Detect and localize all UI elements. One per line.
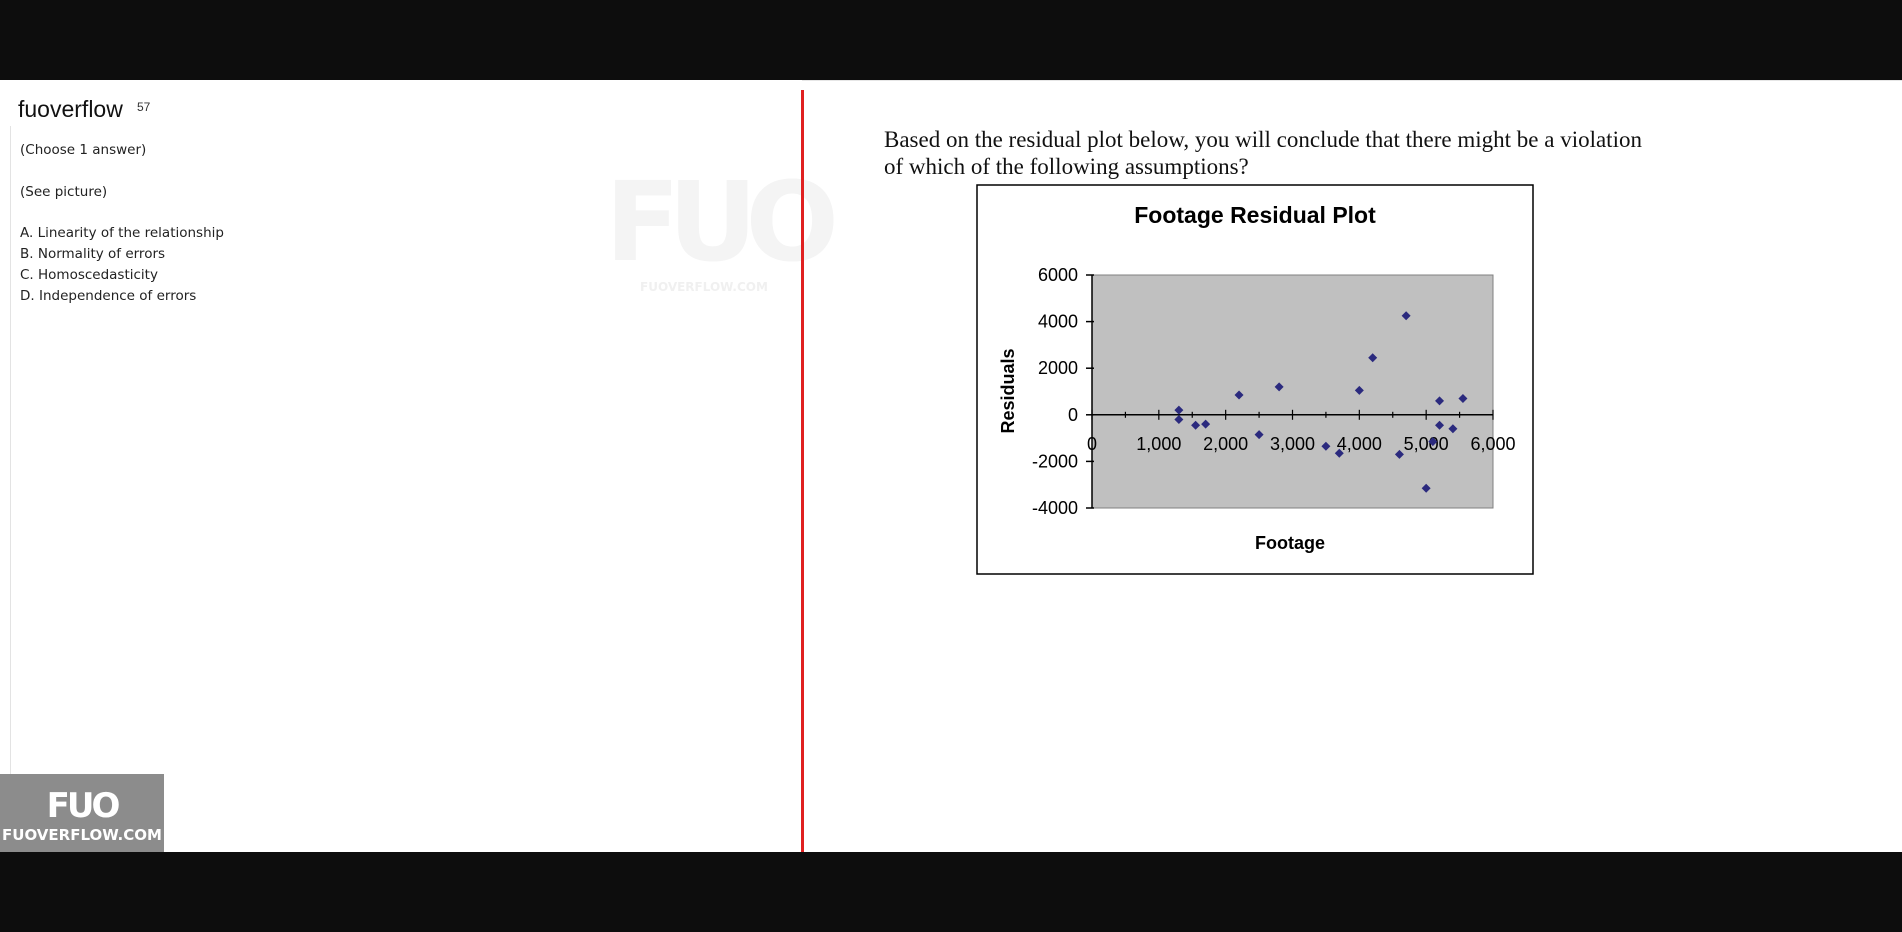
watermark-badge: FUO FUOVERFLOW.COM	[0, 774, 164, 852]
data-point	[1174, 405, 1184, 415]
question-text: Based on the residual plot below, you wi…	[884, 127, 1642, 179]
panel-divider	[801, 90, 804, 852]
x-tick-label: 4,000	[1337, 434, 1382, 454]
data-point	[1435, 396, 1445, 406]
data-point	[1394, 449, 1404, 459]
plot-area	[1091, 274, 1494, 509]
left-panel: fuoverflow 57 (Choose 1 answer) (See pic…	[0, 80, 839, 852]
y-tick-label: -4000	[1032, 498, 1078, 518]
choose-instruction: (Choose 1 answer)	[20, 142, 147, 158]
site-title[interactable]: fuoverflow	[18, 96, 123, 122]
y-axis-label: Residuals	[998, 348, 1018, 433]
data-point	[1334, 448, 1344, 458]
y-tick-label: 6000	[1038, 265, 1078, 285]
x-tick-label: 0	[1087, 434, 1097, 454]
x-tick-label: 3,000	[1270, 434, 1315, 454]
data-point	[1435, 420, 1445, 430]
top-rule	[140, 80, 1902, 81]
y-tick-label: 2000	[1038, 358, 1078, 378]
watermark-logo: FUO	[46, 786, 121, 826]
data-point	[1321, 441, 1331, 451]
data-point	[1354, 385, 1364, 395]
data-point	[1201, 419, 1211, 429]
chart-title: Footage Residual Plot	[1134, 202, 1376, 228]
data-point	[1174, 414, 1184, 424]
background-watermark-logo: FUO	[605, 158, 839, 286]
x-tick-label: 1,000	[1136, 434, 1181, 454]
data-point	[1401, 311, 1411, 321]
y-tick-label: -2000	[1032, 451, 1078, 471]
x-tick-label: 6,000	[1470, 434, 1515, 454]
y-tick-label: 0	[1068, 405, 1078, 425]
left-border	[10, 126, 11, 852]
option-a[interactable]: A. Linearity of the relationship	[20, 225, 224, 241]
option-c[interactable]: C. Homoscedasticity	[20, 267, 158, 283]
data-point	[1458, 393, 1468, 403]
bottom-black-bar	[0, 852, 1902, 932]
data-point	[1368, 353, 1378, 363]
option-d[interactable]: D. Independence of errors	[20, 288, 197, 304]
page-content: fuoverflow 57 (Choose 1 answer) (See pic…	[0, 80, 1902, 852]
data-point	[1421, 483, 1431, 493]
see-picture-note: (See picture)	[20, 184, 108, 200]
x-axis-label: Footage	[1255, 533, 1325, 553]
x-tick-label: 2,000	[1203, 434, 1248, 454]
top-black-bar	[0, 0, 1902, 80]
x-tick-label: 5,000	[1404, 434, 1449, 454]
data-point	[1428, 437, 1438, 447]
residual-plot-chart: Footage Residual Plot 6000 4000 2000 0 -2000…	[976, 184, 1534, 575]
y-tick-label: 4000	[1038, 312, 1078, 332]
data-point	[1254, 430, 1264, 440]
data-point	[1274, 382, 1284, 392]
data-point	[1234, 390, 1244, 400]
data-point	[1191, 420, 1201, 430]
background-watermark-url: FUOVERFLOW.COM	[640, 280, 768, 294]
data-point	[1448, 424, 1458, 434]
question-counter: 57	[137, 100, 151, 114]
watermark-url: FUOVERFLOW.COM	[2, 826, 162, 844]
option-b[interactable]: B. Normality of errors	[20, 246, 166, 262]
